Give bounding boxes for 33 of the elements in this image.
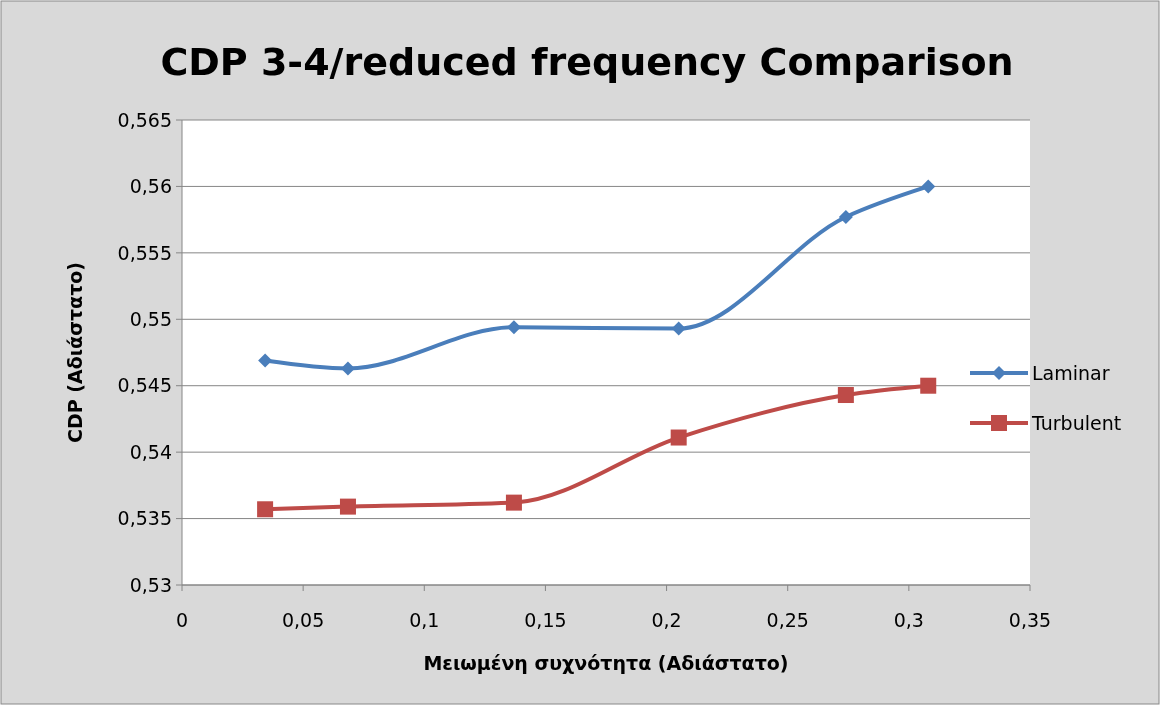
y-tick-label: 0,555	[117, 241, 172, 264]
point	[506, 320, 521, 335]
point	[670, 429, 687, 446]
point	[920, 377, 937, 394]
point	[921, 179, 936, 194]
y-tick-label: 0,53	[129, 573, 172, 596]
legend-label: Turbulent	[1031, 411, 1122, 434]
x-tick-label: 0,35	[1008, 609, 1052, 631]
x-tick-label: 0,05	[281, 609, 325, 631]
x-tick-label: 0,25	[766, 609, 809, 631]
y-tick-label: 0,54	[129, 440, 172, 463]
point	[258, 353, 273, 368]
x-tick-label: 0,2	[651, 609, 682, 631]
y-axis-title: CDP (Αδιάστατο)	[64, 262, 86, 443]
x-tick-label: 0,3	[893, 609, 924, 631]
point	[257, 501, 274, 518]
x-axis-title: Μειωμένη συχνότητα (Αδιάστατο)	[423, 652, 789, 674]
y-tick-label: 0,56	[129, 175, 172, 198]
y-tick-label: 0,535	[117, 507, 172, 530]
point	[838, 209, 853, 224]
point	[340, 361, 355, 376]
y-tick-label: 0,565	[117, 108, 172, 131]
x-tick-label: 0,15	[524, 609, 567, 631]
y-tick-label: 0,545	[117, 374, 172, 397]
chart-title: CDP 3-4/reduced frequency Comparison	[160, 40, 1014, 84]
x-tick-label: 0	[175, 609, 189, 631]
x-tick-label: 0,1	[409, 609, 440, 631]
legend-label: Laminar	[1032, 361, 1110, 384]
point	[505, 494, 522, 511]
point	[339, 498, 356, 515]
y-tick-label: 0,55	[129, 307, 172, 330]
point	[837, 387, 854, 404]
point	[671, 321, 686, 336]
